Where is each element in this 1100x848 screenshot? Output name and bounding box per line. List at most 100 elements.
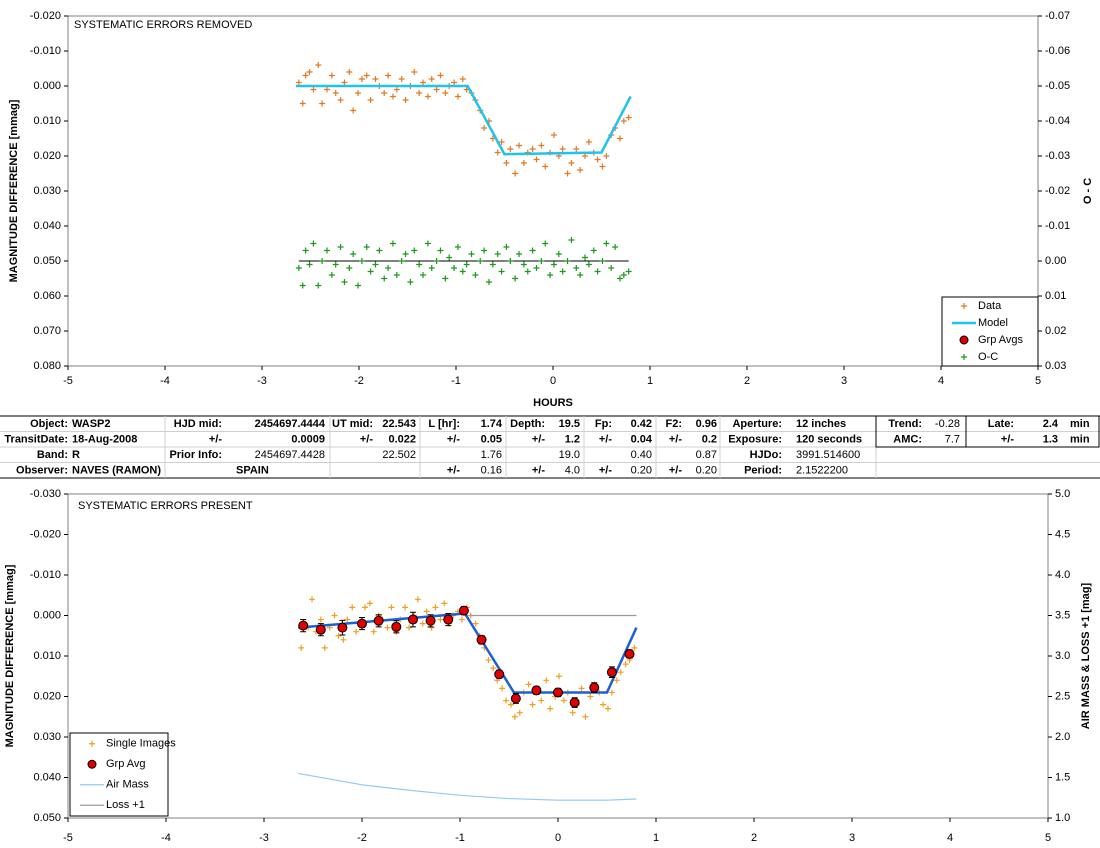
data-point (350, 251, 357, 257)
table-value: 18-Aug-2008 (72, 433, 137, 445)
table-value: 1.74 (481, 418, 503, 430)
data-point (547, 705, 554, 712)
table-value: 7.7 (945, 433, 960, 445)
data-point (454, 93, 461, 100)
y2-axis-title: O - C (1082, 178, 1094, 204)
table-label: +/- (1001, 433, 1014, 445)
data-point (309, 596, 316, 603)
y-tick-label: 0.020 (33, 150, 61, 162)
data-point (538, 258, 545, 264)
data-point (389, 240, 396, 247)
data-point (533, 265, 540, 271)
group-average (425, 615, 436, 626)
table-value: 22.502 (382, 449, 416, 461)
data-point (416, 90, 423, 96)
y-tick-label: 0.060 (33, 290, 61, 302)
group-average (476, 634, 487, 645)
group-average (458, 605, 469, 616)
legend-label: Single Images (106, 738, 176, 750)
data-point (367, 268, 374, 275)
data-point (459, 268, 466, 275)
data-point (481, 125, 488, 131)
data-point (319, 258, 326, 264)
x-tick-label: 2 (751, 832, 757, 844)
y2-tick-label: -0.06 (1045, 45, 1070, 57)
data-point (477, 258, 484, 264)
data-point (310, 86, 317, 93)
data-point (555, 251, 562, 257)
data-point (582, 254, 589, 261)
data-point (550, 261, 557, 268)
table-label: Prior Info: (169, 449, 222, 461)
data-point (622, 661, 629, 668)
y-tick-label: 0.000 (33, 80, 61, 92)
data-point (568, 237, 575, 243)
data-point (306, 69, 313, 75)
data-point (414, 596, 421, 603)
data-point (428, 265, 435, 271)
legend-label: Loss +1 (106, 799, 145, 811)
data-point (442, 275, 449, 282)
data-point (559, 146, 566, 152)
table-label: min (1070, 433, 1090, 445)
table-value: 0.20 (631, 464, 652, 476)
group-average (531, 685, 542, 696)
data-point (363, 72, 370, 79)
data-point (503, 697, 510, 704)
y2-axis-title: AIR MASS & LOSS +1 [mag] (1080, 582, 1092, 729)
data-point (494, 251, 501, 257)
table-label: +/- (599, 433, 612, 445)
data-point (613, 677, 620, 684)
plot-area (67, 15, 1039, 367)
table-label: TransitDate: (4, 433, 68, 445)
table-value: 0.96 (696, 418, 717, 430)
data-point (485, 657, 492, 664)
data-point (587, 693, 594, 700)
y2-tick-label: 4.5 (1055, 528, 1070, 540)
data-point (451, 265, 458, 271)
data-point (507, 701, 514, 708)
group-average (443, 614, 454, 625)
table-value: R (72, 449, 80, 461)
y-tick-label: -0.010 (30, 45, 61, 57)
y2-tick-label: -0.07 (1045, 10, 1070, 22)
data-point (533, 156, 540, 163)
data-point (573, 265, 580, 271)
chart-title: SYSTEMATIC ERRORS PRESENT (78, 500, 253, 512)
data-point (346, 69, 353, 75)
table-value: 19.5 (559, 418, 580, 430)
data-point (577, 167, 584, 173)
table-label: min (1070, 418, 1090, 430)
x-tick-label: -3 (257, 375, 267, 387)
table-label: Observer: (16, 464, 68, 476)
legend-label: O-C (978, 351, 998, 363)
data-point (594, 156, 601, 163)
data-point (398, 258, 405, 264)
data-point (321, 644, 328, 651)
y-tick-label: 0.050 (33, 812, 61, 824)
table-value: 2454697.4444 (255, 418, 326, 430)
data-point (511, 713, 518, 720)
table-label: Aperture: (732, 418, 782, 430)
data-point (494, 149, 501, 156)
y-tick-label: 0.070 (33, 325, 61, 337)
data-point (437, 72, 444, 79)
data-point (335, 632, 342, 639)
y-tick-label: 0.010 (33, 650, 61, 662)
x-tick-label: -3 (259, 832, 269, 844)
data-point (437, 616, 444, 623)
y-tick-label: 0.040 (33, 771, 61, 783)
data-point (577, 272, 584, 278)
data-point (451, 79, 458, 86)
data-point (337, 97, 344, 103)
table-value: WASP2 (72, 418, 111, 430)
group-average (606, 667, 617, 678)
group-average (407, 614, 418, 625)
table-label: HJD mid: (174, 418, 222, 430)
data-point (423, 608, 430, 615)
data-point (358, 76, 365, 82)
data-point (603, 153, 610, 159)
y2-tick-label: -0.04 (1045, 115, 1070, 127)
table-label: Period: (744, 464, 782, 476)
